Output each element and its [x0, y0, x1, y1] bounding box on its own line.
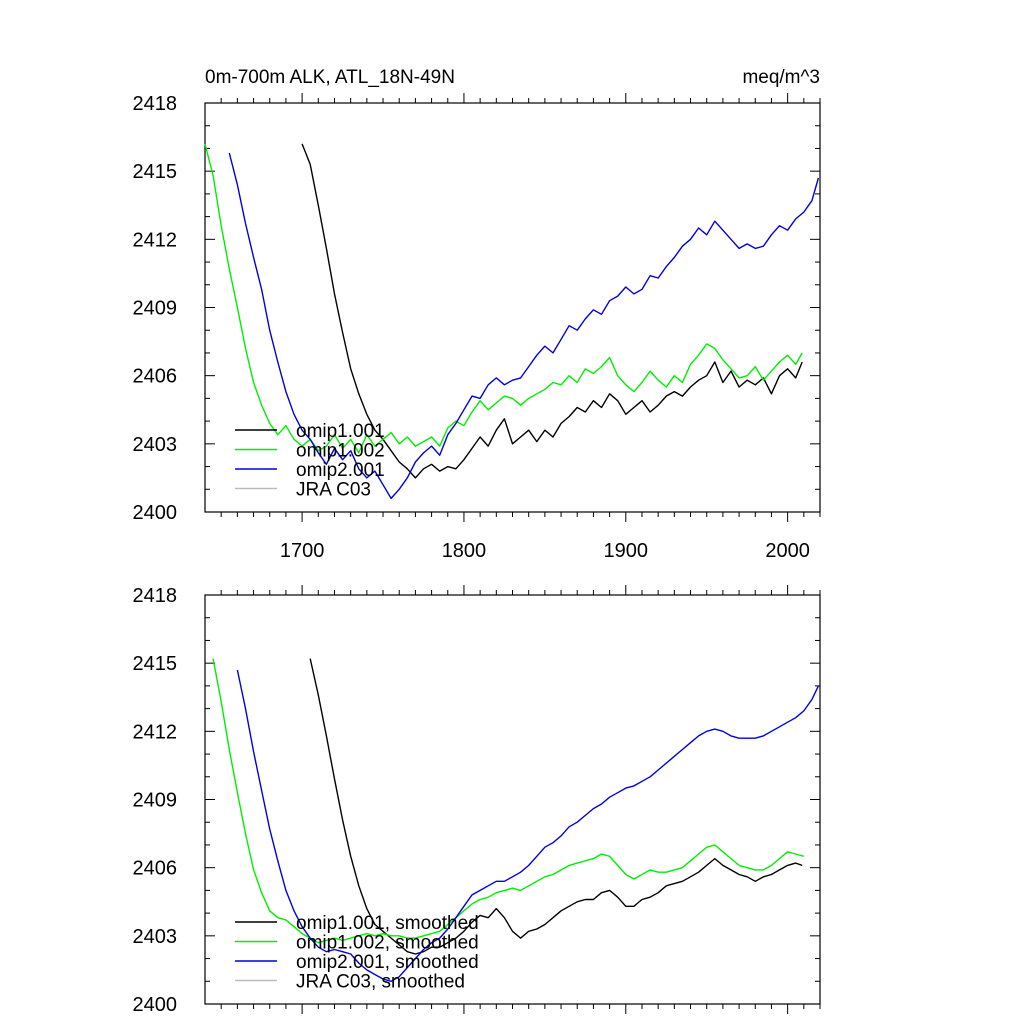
legend-label: omip2.001 [296, 460, 385, 481]
top-panel: 2400 2403 2406 2409 2412 2415 2418 1700 1800 1900… [133, 67, 821, 562]
x-tick-label: 1800 [442, 540, 487, 562]
x-tick-label: 1900 [604, 540, 649, 562]
bottom-panel: 2400 2403 2406 2409 2412 2415 2418 omip1.001, s… [133, 585, 821, 1016]
y-tick-label: 2403 [133, 926, 178, 948]
x-tick-label: 1700 [280, 540, 325, 562]
y-tick-label: 2400 [133, 502, 178, 524]
legend-label: JRA C03, smoothed [296, 972, 465, 993]
units-label: meq/m^3 [742, 67, 820, 88]
chart-title: 0m-700m ALK, ATL_18N-49N [205, 67, 455, 88]
series-line-3 [228, 152, 820, 500]
series-line-1 [301, 143, 803, 479]
x-tick-label: 2000 [765, 540, 810, 562]
y-tick-label: 2412 [133, 229, 178, 251]
y-tick-label: 2409 [133, 298, 178, 320]
series-line-1 [309, 658, 803, 955]
y-tick-label: 2400 [133, 994, 178, 1016]
y-tick-label: 2418 [133, 585, 178, 607]
y-tick-label: 2409 [133, 790, 178, 812]
y-tick-label: 2415 [133, 653, 178, 675]
y-tick-label: 2418 [133, 93, 178, 115]
y-tick-label: 2412 [133, 721, 178, 743]
legend-label: omip1.002 [296, 441, 385, 462]
legend-label: omip1.002, smoothed [296, 933, 479, 954]
series-line-3 [236, 669, 820, 982]
y-tick-label: 2415 [133, 161, 178, 183]
y-tick-label: 2403 [133, 434, 178, 456]
legend-label: omip1.001 [296, 421, 385, 442]
legend-label: omip1.001, smoothed [296, 913, 479, 934]
y-tick-label: 2406 [133, 366, 178, 388]
series-line-2 [204, 143, 803, 454]
series-line-2 [212, 658, 804, 944]
legend-label: omip2.001, smoothed [296, 952, 479, 973]
y-tick-label: 2406 [133, 858, 178, 880]
legend-label: JRA C03 [296, 480, 371, 501]
